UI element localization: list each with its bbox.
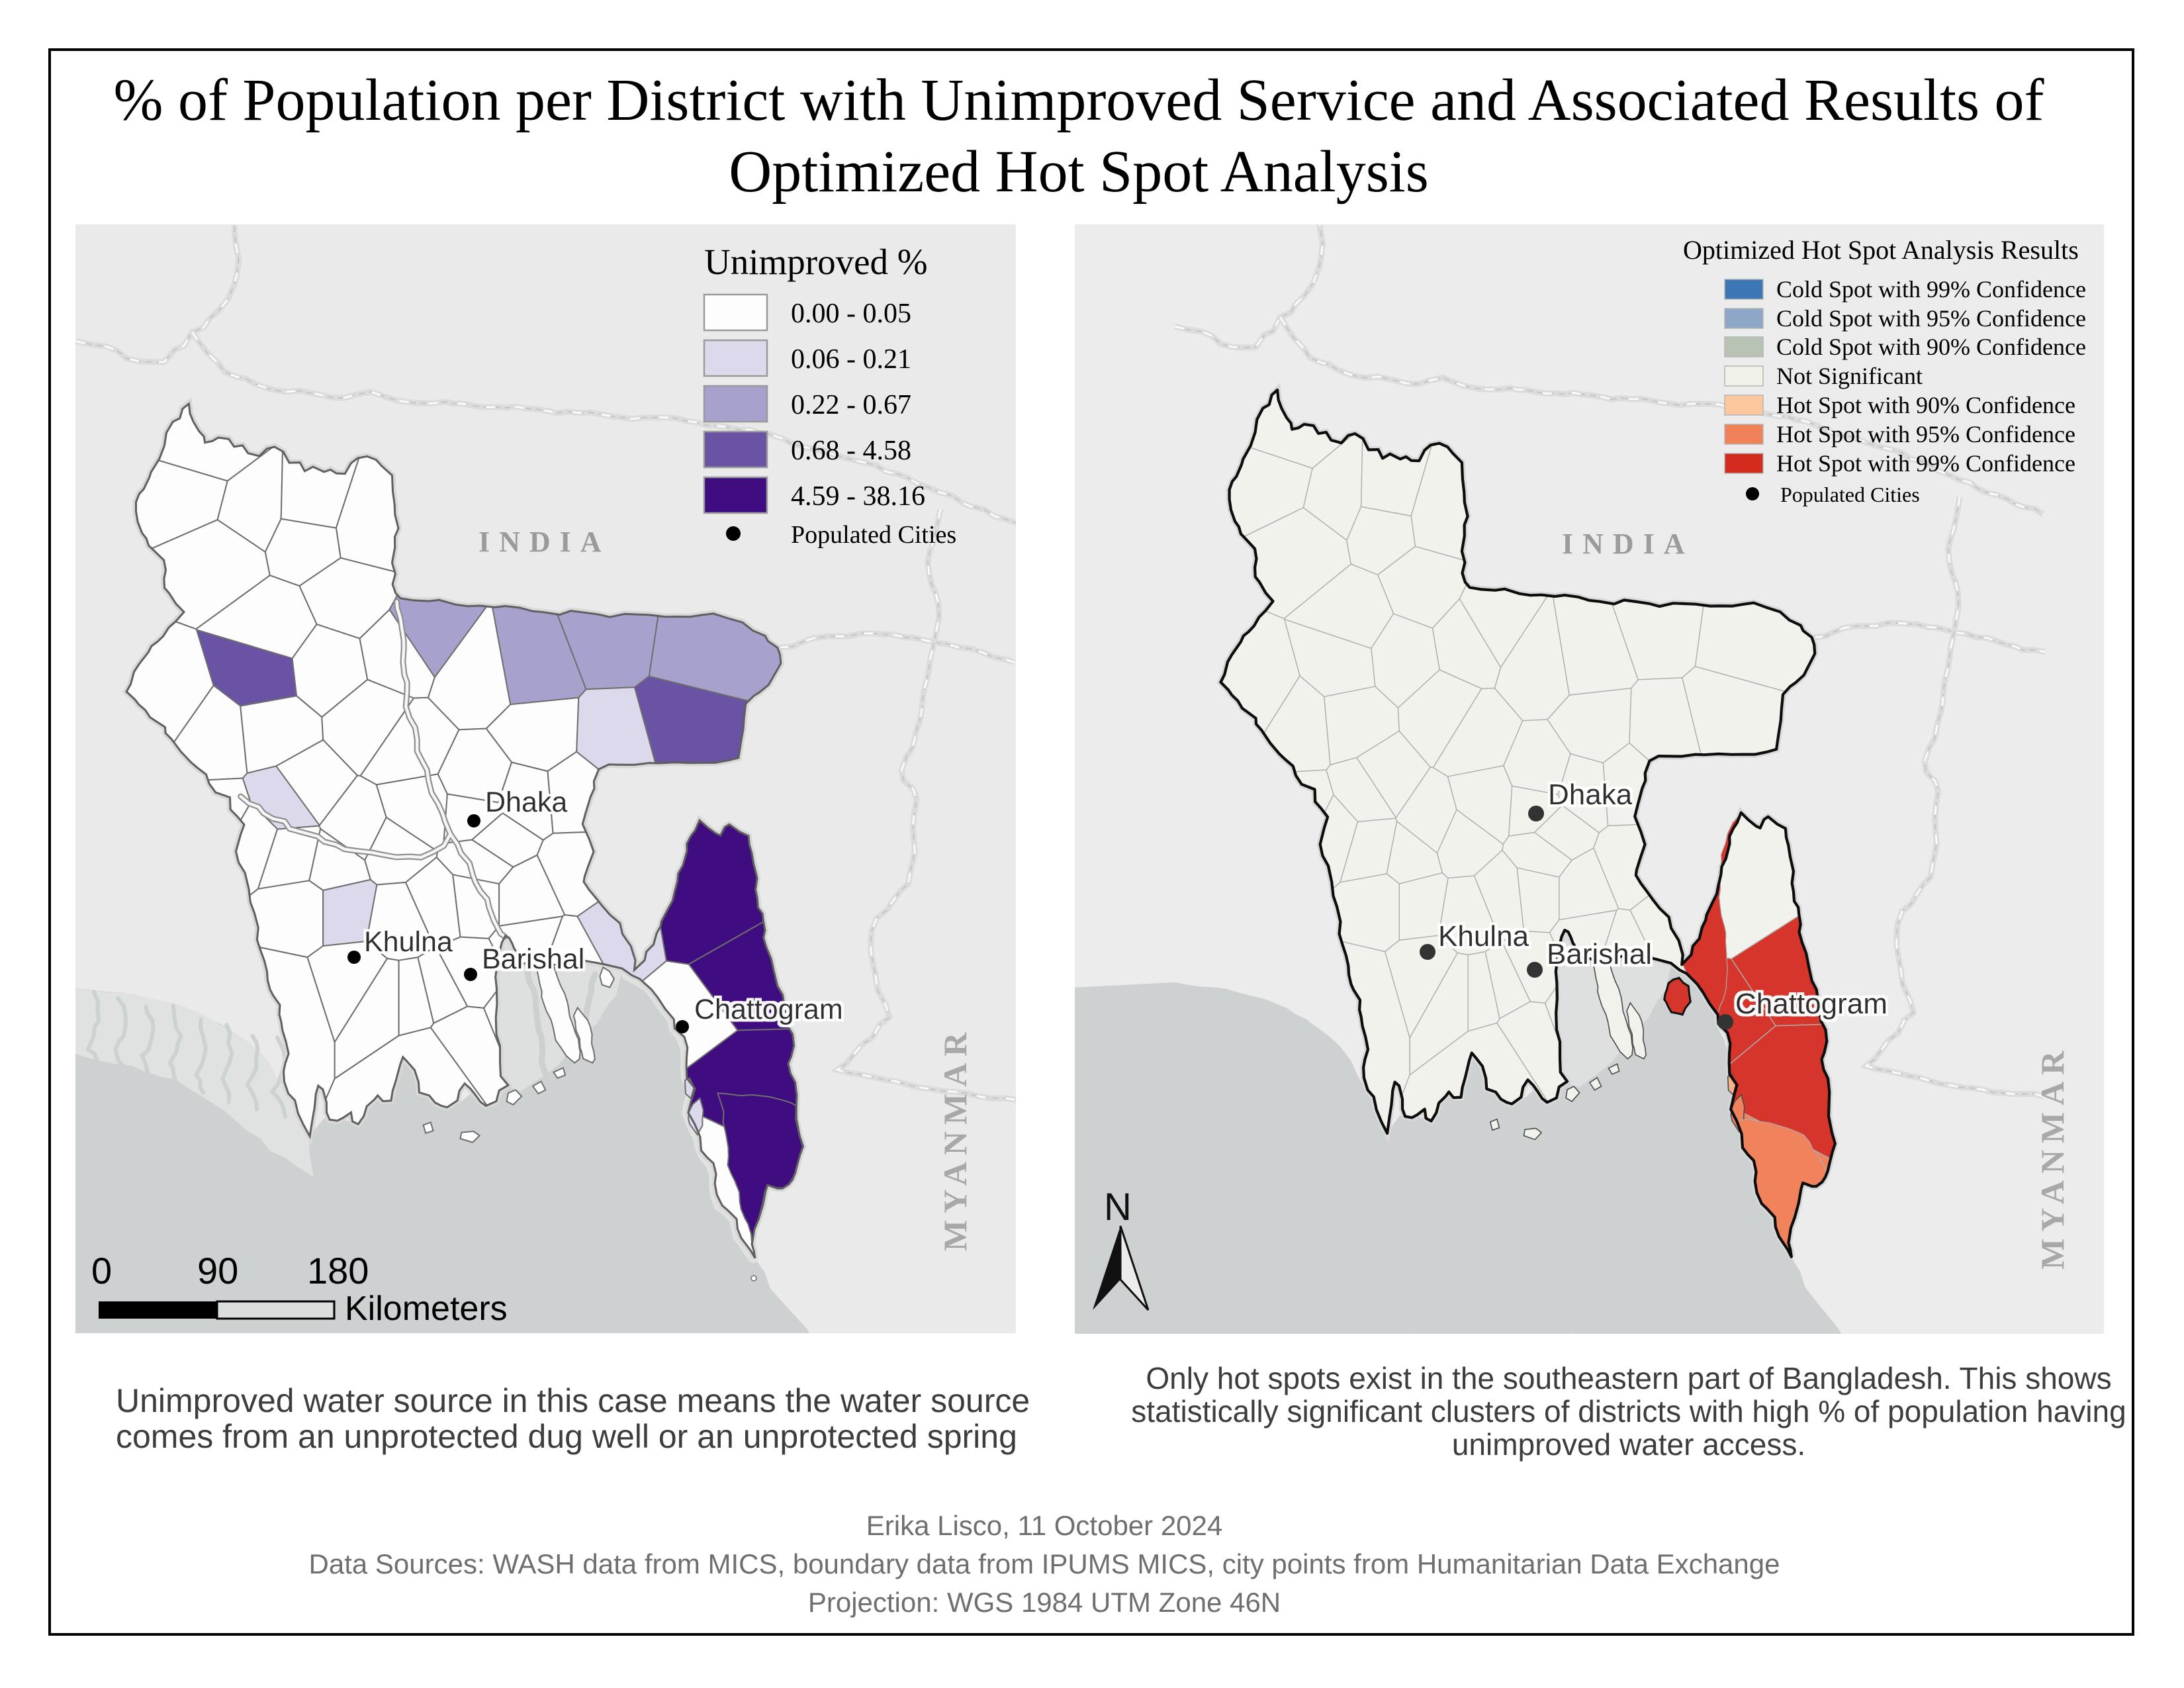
svg-text:Dhaka: Dhaka [1548,778,1633,811]
svg-text:N: N [1104,1186,1132,1229]
svg-text:Cold Spot with 99% Confidence: Cold Spot with 99% Confidence [1776,276,2086,303]
svg-text:Cold Spot with 90% Confidence: Cold Spot with 90% Confidence [1776,334,2086,360]
svg-text:Chattogram: Chattogram [694,994,843,1025]
svg-text:Hot Spot with 99% Confidence: Hot Spot with 99% Confidence [1776,450,2075,477]
svg-text:Chattogram: Chattogram [1735,988,1888,1020]
svg-text:Unimproved %: Unimproved % [704,242,928,282]
svg-text:0.00 - 0.05: 0.00 - 0.05 [791,299,911,329]
svg-text:INDIA: INDIA [478,526,611,558]
svg-text:Khulna: Khulna [364,926,453,958]
svg-text:Populated Cities: Populated Cities [1780,483,1920,506]
svg-text:0.22 - 0.67: 0.22 - 0.67 [791,390,911,420]
svg-text:Populated Cities: Populated Cities [791,521,956,549]
svg-text:Cold Spot with 95% Confidence: Cold Spot with 95% Confidence [1776,305,2086,332]
svg-text:MYANMAR: MYANMAR [936,1026,974,1251]
svg-text:Barishal: Barishal [1547,938,1652,970]
svg-text:Barishal: Barishal [482,943,584,975]
svg-text:MYANMAR: MYANMAR [2034,1045,2071,1270]
svg-text:0: 0 [91,1250,112,1291]
svg-text:INDIA: INDIA [1562,528,1694,560]
svg-text:Kilometers: Kilometers [345,1289,508,1328]
svg-text:Hot Spot with 90% Confidence: Hot Spot with 90% Confidence [1776,392,2075,418]
svg-text:Optimized Hot Spot Analysis Re: Optimized Hot Spot Analysis Results [1683,235,2079,265]
svg-text:Dhaka: Dhaka [485,786,567,818]
svg-text:0.06 - 0.21: 0.06 - 0.21 [791,344,911,375]
svg-text:Khulna: Khulna [1438,920,1529,953]
svg-text:Hot Spot with 95% Confidence: Hot Spot with 95% Confidence [1776,421,2075,447]
svg-text:0.68 - 4.58: 0.68 - 4.58 [791,436,911,466]
svg-text:4.59 - 38.16: 4.59 - 38.16 [791,481,925,512]
svg-text:Not Significant: Not Significant [1776,363,1923,389]
svg-text:180: 180 [307,1250,369,1291]
svg-text:90: 90 [197,1250,238,1291]
